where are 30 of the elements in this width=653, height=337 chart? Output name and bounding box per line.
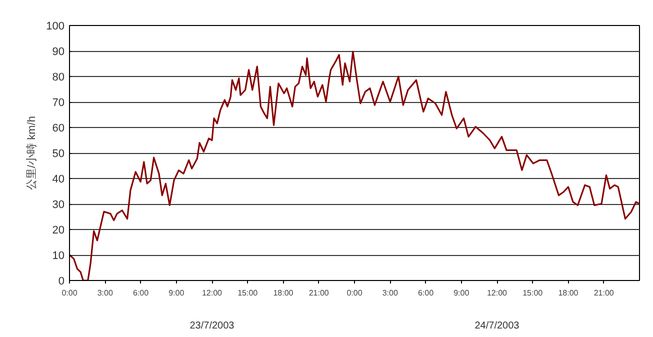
y-tick-label: 40 [52,174,65,186]
text: 24/7/2003 [474,320,520,332]
y-tick-label: 90 [52,46,65,58]
y-tick-label: 0 [58,276,65,288]
x-tick-label: 12:00 [486,288,508,298]
x-tick-label: 18:00 [558,288,579,298]
y-tick-label: 60 [52,122,65,134]
x-tick-label: 3:00 [97,288,114,298]
x-tick-label: 12:00 [202,288,223,298]
x-tick-label: 3:00 [382,288,398,298]
x-tick-label: 18:00 [273,288,294,298]
y-tick-label: 30 [52,199,65,211]
x-tick-label: 21:00 [594,288,614,298]
x-tick-label: 9:00 [454,288,470,298]
y-tick-label: 80 [52,72,65,84]
x-tick-label: 0:00 [346,288,363,298]
x-tick-label: 9:00 [168,288,185,298]
y-tick-label: 50 [52,148,65,160]
x-tick-label: 15:00 [238,288,258,298]
y-axis-title: 公里/小時 km/h [25,116,38,190]
x-tick-label: 6:00 [132,288,150,298]
x-tick-label: 21:00 [308,288,330,298]
y-tick-label: 10 [52,250,65,262]
y-tick-label: 70 [52,97,65,109]
y-tick-label: 100 [46,20,65,32]
x-tick-label: 6:00 [418,288,434,298]
x-tick-label: 0:00 [62,288,78,298]
x-tick-label: 15:00 [522,288,544,298]
y-tick-label: 20 [52,224,65,236]
text: 23/7/2003 [190,320,235,332]
